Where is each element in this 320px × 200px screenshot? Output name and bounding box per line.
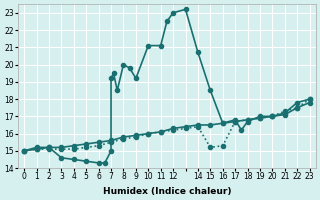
X-axis label: Humidex (Indice chaleur): Humidex (Indice chaleur) bbox=[103, 187, 231, 196]
